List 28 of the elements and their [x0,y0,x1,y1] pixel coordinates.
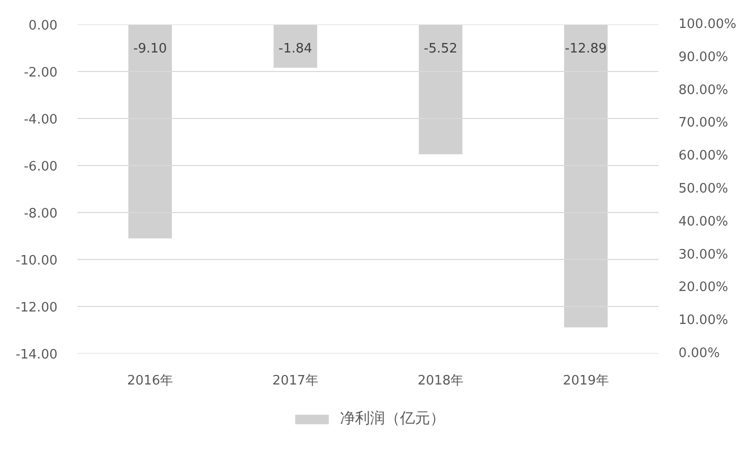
y-tick-label: -10.00 [16,254,58,268]
x-tick-label: 2018年 [418,374,464,388]
y-tick-label: -2.00 [24,66,58,80]
y2-tick-label: 10.00% [678,313,728,328]
y2-tick-label: 20.00% [678,280,728,296]
y2-tick-label: 80.00% [678,82,728,98]
x-tick-label: 2017年 [272,374,318,388]
y2-tick-label: 30.00% [678,247,728,262]
y-tick-label: 0.00 [28,18,58,34]
y2-tick-label: 100.00% [678,17,736,32]
y2-tick-label: 50.00% [678,182,728,196]
y2-tick-label: 70.00% [678,116,728,131]
data-label: -5.52 [424,42,458,56]
y-tick-label: -8.00 [24,206,58,222]
y2-tick-label: 60.00% [678,148,728,164]
y2-tick-label: 40.00% [678,214,728,230]
data-label: -1.84 [278,42,312,56]
y-tick-label: -12.00 [16,300,58,316]
y2-tick-label: 90.00% [678,50,728,65]
y-tick-label: -6.00 [24,160,58,174]
x-tick-label: 2016年 [127,374,174,388]
data-label: -9.10 [133,42,167,56]
legend-label: 净利润（亿元） [340,409,445,428]
x-tick-label: 2019年 [562,374,609,388]
data-label: -12.89 [564,42,607,56]
y-tick-label: -4.00 [24,112,58,128]
y-tick-label: -14.00 [16,348,58,362]
y2-tick-label: 0.00% [678,346,720,361]
